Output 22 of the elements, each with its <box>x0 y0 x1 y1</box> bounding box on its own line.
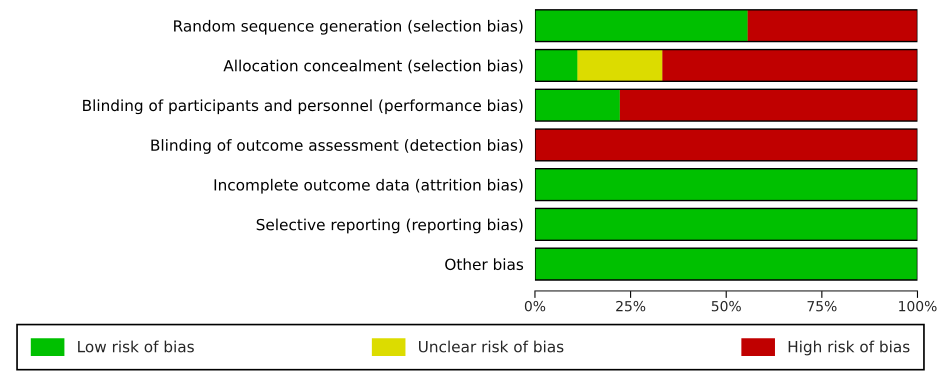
y-tick-label: Blinding of participants and personnel (performance bias) <box>83 99 523 114</box>
y-tick-label: Blinding of outcome assessment (detection bias) <box>151 139 523 154</box>
bar <box>534 10 748 42</box>
bar <box>662 50 918 82</box>
bar <box>748 10 918 42</box>
y-tick-label: Allocation concealment (selection bias) <box>223 60 523 74</box>
bar <box>534 89 620 122</box>
x-tick-label: 0% <box>524 300 546 312</box>
y-tick-label: Random sequence generation (selection bias) <box>174 20 523 35</box>
x-tick-label: 25% <box>616 300 646 312</box>
x-tick-label: 75% <box>808 300 837 312</box>
legend-label: Unclear risk of bias <box>419 340 564 352</box>
bar <box>534 50 578 82</box>
legend-label: High risk of bias <box>788 340 910 356</box>
y-tick-label: Selective reporting (reporting bias) <box>256 218 523 234</box>
y-tick-label: Other bias <box>445 258 524 270</box>
x-tick-label: 100% <box>899 300 937 312</box>
y-tick-label: Incomplete outcome data (attrition bias) <box>214 178 523 194</box>
legend-label: Low risk of bias <box>78 340 194 352</box>
bar <box>620 89 918 122</box>
x-tick-label: 50% <box>712 300 741 312</box>
bar <box>577 50 662 82</box>
